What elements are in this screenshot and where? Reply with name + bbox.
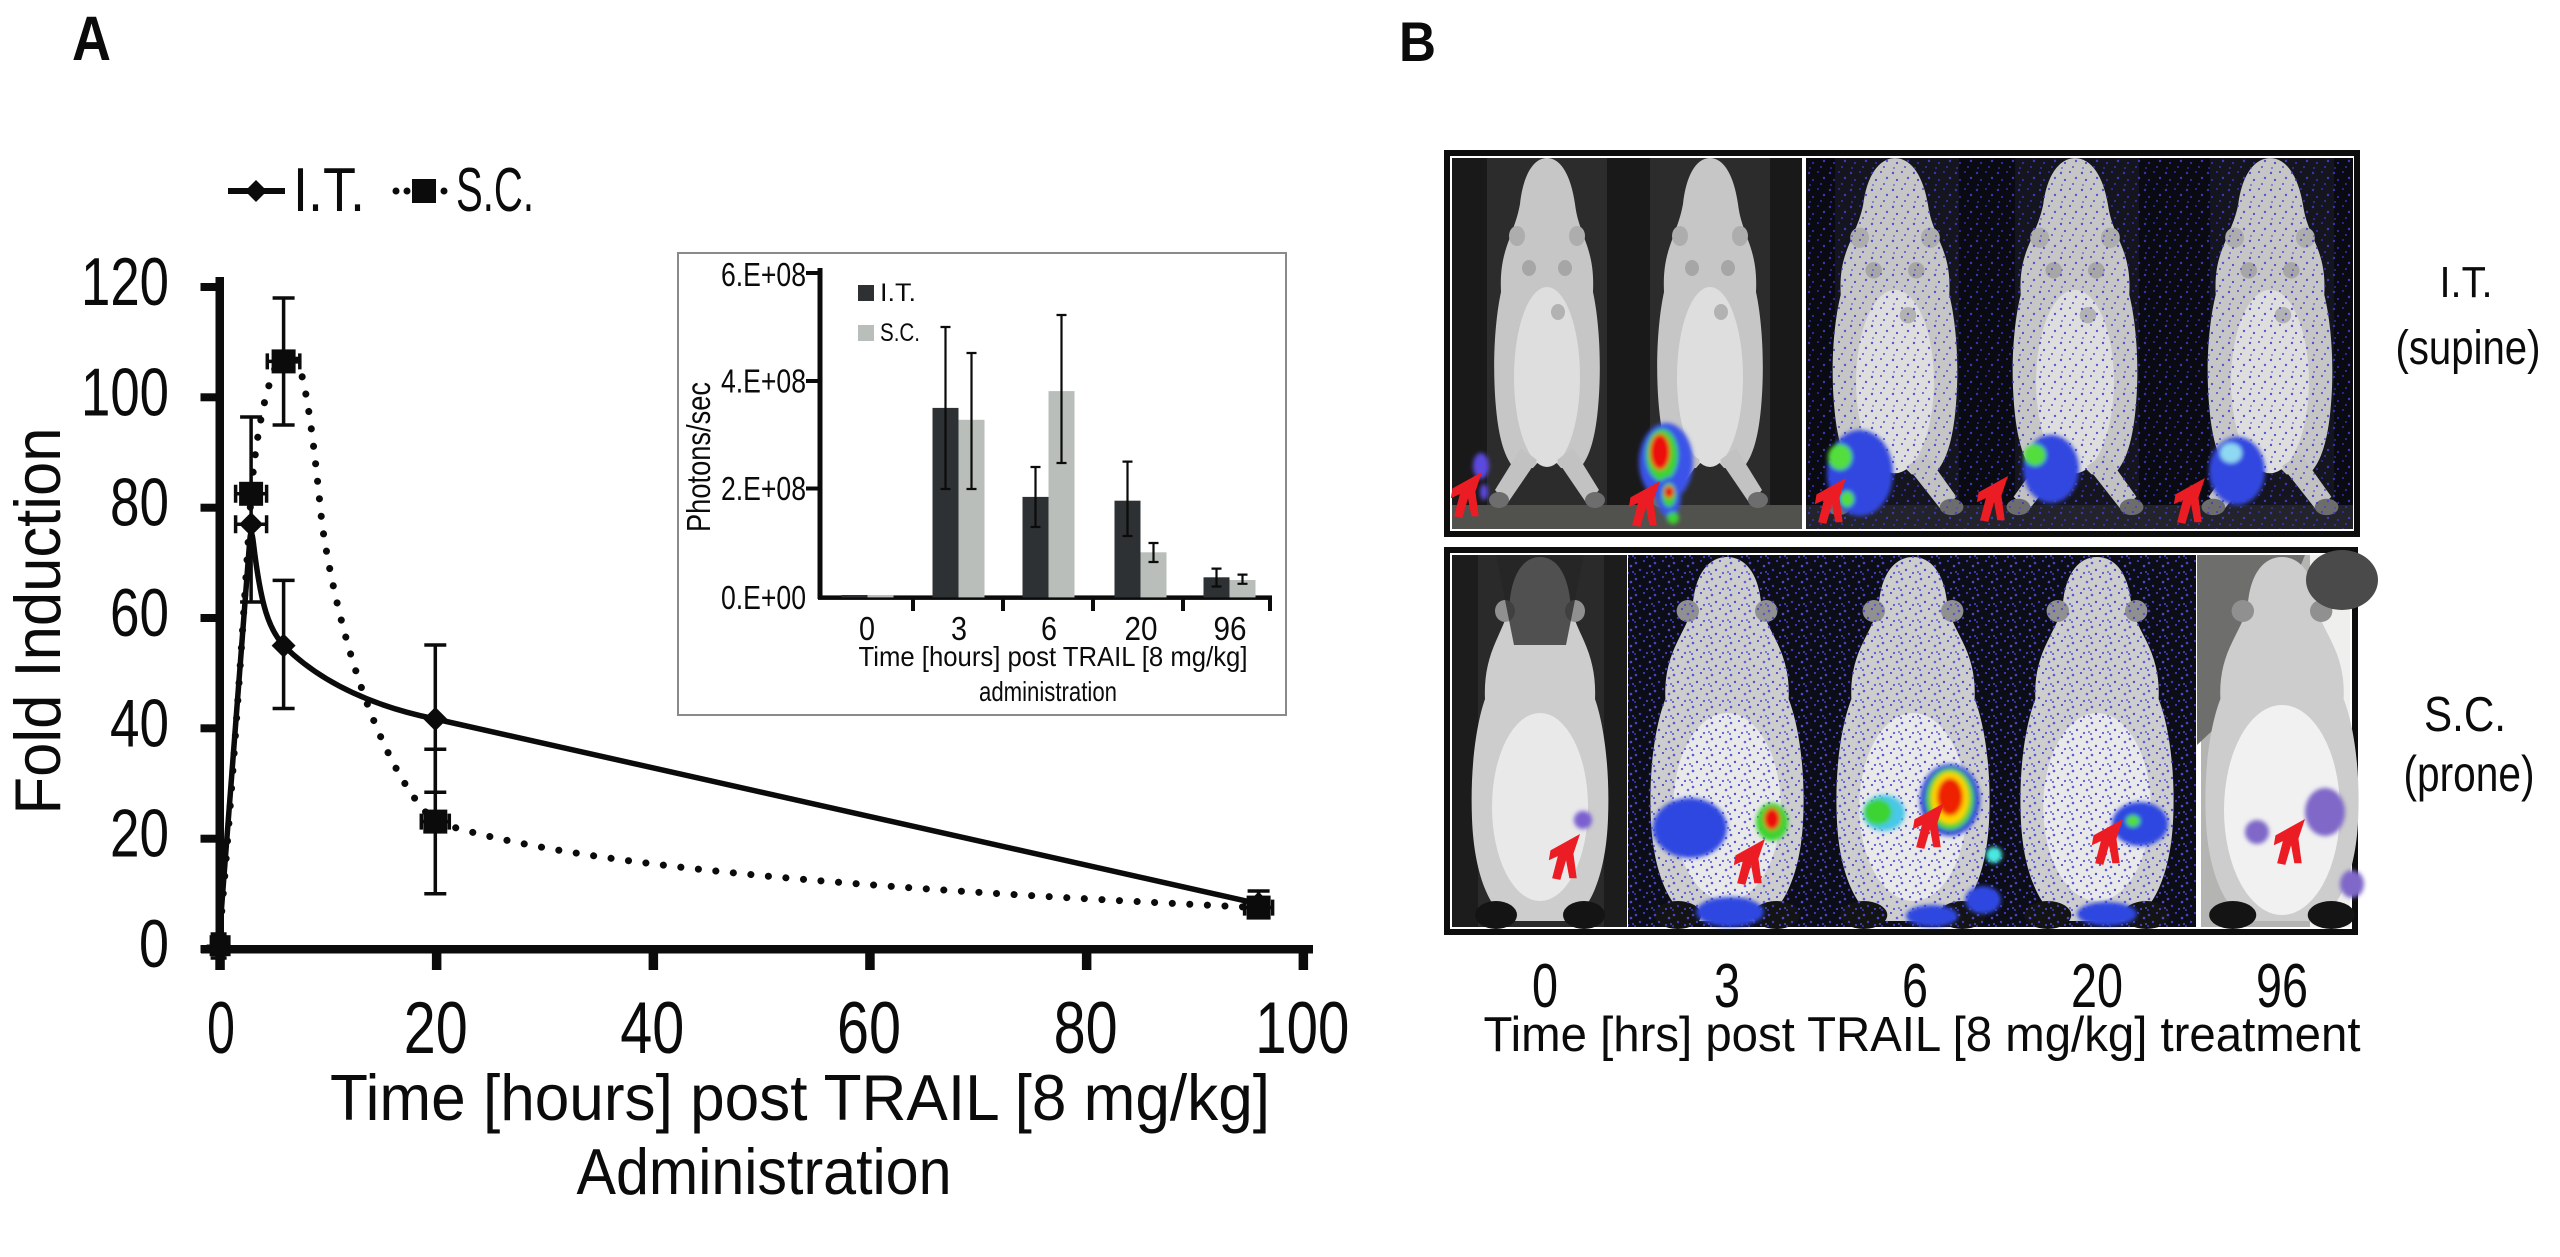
svg-text:0: 0 <box>207 988 235 1069</box>
svg-text:I.T.: I.T. <box>2440 258 2493 307</box>
svg-text:S.C.: S.C. <box>2424 688 2506 742</box>
svg-text:Time [hours] post TRAIL [8 mg/: Time [hours] post TRAIL [8 mg/kg] <box>330 1061 1270 1134</box>
svg-text:2.E+08: 2.E+08 <box>721 470 806 507</box>
svg-text:Administration: Administration <box>577 1135 952 1208</box>
svg-text:3: 3 <box>951 610 967 647</box>
svg-text:40: 40 <box>110 685 169 761</box>
svg-text:(prone): (prone) <box>2404 746 2535 802</box>
svg-text:96: 96 <box>2256 952 2308 1021</box>
svg-text:100: 100 <box>81 354 169 430</box>
svg-text:96: 96 <box>1214 610 1247 647</box>
svg-text:20: 20 <box>1125 610 1158 647</box>
svg-text:A: A <box>72 4 111 74</box>
svg-text:0: 0 <box>1532 952 1558 1021</box>
svg-text:administration: administration <box>979 676 1117 707</box>
svg-text:S.C.: S.C. <box>880 319 920 347</box>
svg-text:80: 80 <box>1054 988 1118 1069</box>
svg-text:Fold Induction: Fold Induction <box>1 428 74 815</box>
svg-text:100: 100 <box>1255 988 1349 1069</box>
svg-text:60: 60 <box>110 575 169 651</box>
svg-text:B: B <box>1399 10 1436 73</box>
svg-text:120: 120 <box>81 244 169 320</box>
svg-text:80: 80 <box>110 465 169 541</box>
svg-text:S.C.: S.C. <box>456 156 534 225</box>
svg-text:(supine): (supine) <box>2396 322 2541 375</box>
svg-text:Photons/sec: Photons/sec <box>680 382 717 532</box>
svg-text:6: 6 <box>1902 952 1928 1021</box>
svg-text:Time [hours] post TRAIL [8 mg/: Time [hours] post TRAIL [8 mg/kg] <box>859 641 1248 672</box>
svg-text:Time [hrs] post TRAIL [8 mg/kg: Time [hrs] post TRAIL [8 mg/kg] treatmen… <box>1484 1008 2361 1062</box>
svg-text:20: 20 <box>404 988 468 1069</box>
svg-text:20: 20 <box>2071 952 2123 1021</box>
svg-text:3: 3 <box>1714 952 1740 1021</box>
svg-text:0: 0 <box>859 610 875 647</box>
svg-text:20: 20 <box>110 796 169 872</box>
svg-text:I.T.: I.T. <box>880 279 916 307</box>
svg-text:60: 60 <box>837 988 901 1069</box>
svg-text:0.E+00: 0.E+00 <box>721 579 806 616</box>
svg-text:6.E+08: 6.E+08 <box>721 256 806 293</box>
svg-text:I.T.: I.T. <box>293 156 365 225</box>
svg-text:0: 0 <box>139 906 169 982</box>
svg-text:40: 40 <box>620 988 684 1069</box>
svg-text:4.E+08: 4.E+08 <box>721 363 806 400</box>
svg-text:6: 6 <box>1041 610 1057 647</box>
